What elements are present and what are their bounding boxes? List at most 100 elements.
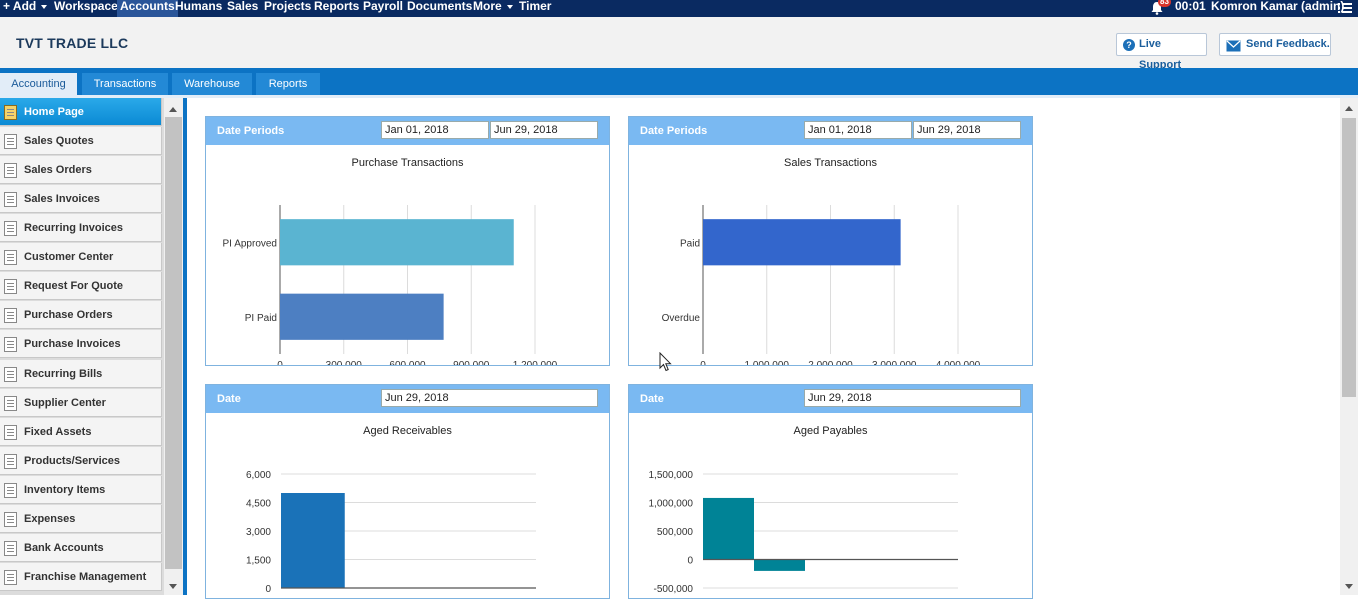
sidebar-item-customer-center[interactable]: Customer Center <box>0 243 162 271</box>
nav-humans[interactable]: Humans <box>175 0 223 13</box>
sidebar-item-home-page[interactable]: Home Page <box>0 98 162 126</box>
sales-transactions-chart: 0 1,000,000 2,000,000 3,000,000 4,000,000 Pai… <box>662 205 981 365</box>
sidebar-item-sales-invoices[interactable]: Sales Invoices <box>0 185 162 213</box>
y-tick-label: -500,000 <box>654 584 694 595</box>
bar <box>280 219 514 266</box>
y-tick-label: 1,500 <box>246 556 271 567</box>
document-icon <box>4 396 17 411</box>
sidebar-item-sales-orders[interactable]: Sales Orders <box>0 156 162 184</box>
chevron-down-icon <box>41 4 48 9</box>
nav-more[interactable]: More <box>473 0 513 17</box>
sidebar-splitter[interactable] <box>183 98 187 595</box>
bar <box>703 219 901 266</box>
sales-transactions-panel: Date Periods Jan 01, 2018 Jun 29, 2018 S… <box>628 116 1033 366</box>
sidebar-item-recurring-invoices[interactable]: Recurring Invoices <box>0 214 162 242</box>
sidebar-item-supplier-center[interactable]: Supplier Center <box>0 389 162 417</box>
add-menu[interactable]: + Add <box>3 0 48 17</box>
bar <box>703 497 754 560</box>
category-label: Paid <box>680 238 700 249</box>
list-menu-icon[interactable] <box>1338 1 1352 15</box>
envelope-icon <box>1226 39 1241 60</box>
date-to-input[interactable]: Jun 29, 2018 <box>913 121 1021 139</box>
document-icon <box>4 425 17 440</box>
nav-accounts[interactable]: Accounts <box>117 0 178 17</box>
sidebar-item-purchase-orders[interactable]: Purchase Orders <box>0 301 162 329</box>
panel-header: Date Periods Jan 01, 2018 Jun 29, 2018 <box>206 117 609 145</box>
y-tick-label: 500,000 <box>657 527 694 538</box>
category-label: PI Paid <box>245 313 277 324</box>
nav-payroll[interactable]: Payroll <box>363 0 404 13</box>
nav-projects[interactable]: Projects <box>264 0 312 13</box>
sidebar-item-label: Inventory Items <box>24 484 106 496</box>
y-tick-label: 1,000,000 <box>649 499 694 510</box>
document-icon <box>4 279 17 294</box>
sidebar-scrollbar-thumb[interactable] <box>165 117 182 569</box>
chart-title: Sales Transactions <box>784 157 877 169</box>
date-to-input[interactable]: Jun 29, 2018 <box>490 121 598 139</box>
sidebar-item-inventory-items[interactable]: Inventory Items <box>0 476 162 504</box>
date-input[interactable]: Jun 29, 2018 <box>804 389 1021 407</box>
tab-warehouse[interactable]: Warehouse <box>172 73 252 95</box>
nav-sales[interactable]: Sales <box>227 0 259 13</box>
sidebar-item-fixed-assets[interactable]: Fixed Assets <box>0 418 162 446</box>
aged-payables-panel: Date Jun 29, 2018 Aged Payables -500,000… <box>628 384 1033 599</box>
scroll-up-arrow-icon[interactable] <box>169 107 177 112</box>
sidebar-item-request-for-quote[interactable]: Request For Quote <box>0 272 162 300</box>
x-tick-label: 900,000 <box>453 360 490 365</box>
send-feedback-button[interactable]: Send Feedback. <box>1219 33 1331 56</box>
nav-timer[interactable]: Timer <box>519 0 552 13</box>
sidebar-item-bank-accounts[interactable]: Bank Accounts <box>0 534 162 562</box>
aged-receivables-panel: Date Jun 29, 2018 Aged Receivables 0 1,50… <box>205 384 610 599</box>
scroll-up-arrow-icon[interactable] <box>1345 106 1353 111</box>
document-icon <box>4 192 17 207</box>
document-icon <box>4 250 17 265</box>
panel-header-label: Date Periods <box>640 125 708 137</box>
x-tick-label: 3,000,000 <box>872 360 917 365</box>
x-tick-label: 600,000 <box>389 360 426 365</box>
panel-header: Date Periods Jan 01, 2018 Jun 29, 2018 <box>629 117 1032 145</box>
sidebar-item-franchise-management[interactable]: Franchise Management <box>0 563 162 591</box>
sidebar-item-label: Purchase Invoices <box>24 338 121 350</box>
nav-workspace[interactable]: Workspace <box>54 0 118 13</box>
x-tick-label: 0 <box>700 360 706 365</box>
sidebar-item-label: Recurring Bills <box>24 368 103 380</box>
module-tab-bar: Accounting Transactions Warehouse Report… <box>0 68 1358 98</box>
date-input[interactable]: Jun 29, 2018 <box>381 389 598 407</box>
x-tick-label: 2,000,000 <box>808 360 853 365</box>
sidebar-item-purchase-invoices[interactable]: Purchase Invoices <box>0 330 162 358</box>
user-menu[interactable]: Komron Kamar (admin) <box>1211 0 1345 13</box>
sidebar-item-label: Request For Quote <box>24 280 124 292</box>
y-tick-label: 0 <box>265 584 271 595</box>
sidebar-item-sales-quotes[interactable]: Sales Quotes <box>0 127 162 155</box>
sidebar-item-recurring-bills[interactable]: Recurring Bills <box>0 360 162 388</box>
y-tick-label: 4,500 <box>246 499 271 510</box>
category-label: PI Approved <box>223 238 277 249</box>
x-tick-label: 1,200,000 <box>513 360 558 365</box>
sidebar-item-products-services[interactable]: Products/Services <box>0 447 162 475</box>
nav-reports[interactable]: Reports <box>314 0 360 13</box>
sidebar-item-label: Bank Accounts <box>24 542 104 554</box>
document-icon <box>4 367 17 382</box>
document-icon <box>4 483 17 498</box>
tab-transactions[interactable]: Transactions <box>82 73 168 95</box>
tab-reports[interactable]: Reports <box>256 73 320 95</box>
bar <box>281 493 345 588</box>
live-support-button[interactable]: ? Live Support <box>1116 33 1207 71</box>
document-icon <box>4 337 17 352</box>
purchase-transactions-chart: 0 300,000 600,000 900,000 1,200,000 PI Approv… <box>223 205 558 365</box>
document-icon <box>4 105 17 120</box>
sidebar-item-label: Sales Orders <box>24 164 92 176</box>
date-from-input[interactable]: Jan 01, 2018 <box>381 121 489 139</box>
date-from-input[interactable]: Jan 01, 2018 <box>804 121 912 139</box>
scroll-down-arrow-icon[interactable] <box>1345 584 1353 589</box>
company-name: TVT TRADE LLC <box>16 35 129 51</box>
sidebar-item-label: Purchase Orders <box>24 309 113 321</box>
tab-accounting[interactable]: Accounting <box>0 73 77 98</box>
panel-header: Date Jun 29, 2018 <box>206 385 609 413</box>
panel-header-label: Date <box>217 393 241 405</box>
scroll-down-arrow-icon[interactable] <box>169 584 177 589</box>
nav-documents[interactable]: Documents <box>407 0 473 13</box>
tab-underline <box>0 95 1358 98</box>
sidebar-item-expenses[interactable]: Expenses <box>0 505 162 533</box>
main-scrollbar-thumb[interactable] <box>1342 118 1356 397</box>
